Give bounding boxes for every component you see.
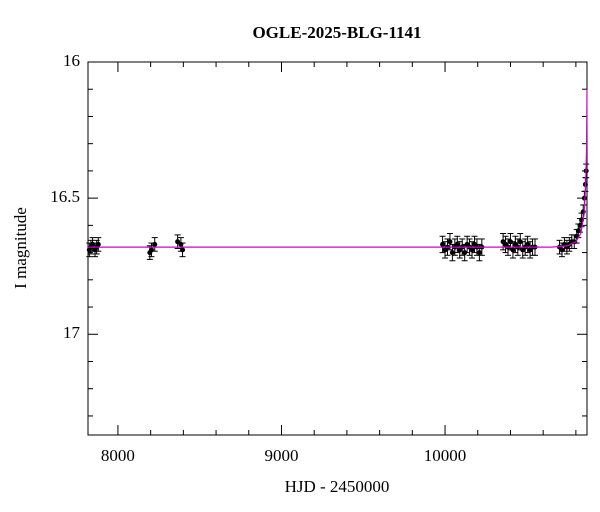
- y-tick-label: 16: [63, 51, 80, 70]
- x-tick-label: 10000: [424, 446, 467, 465]
- x-axis-label: HJD - 2450000: [285, 477, 390, 496]
- data-point: [525, 241, 531, 247]
- x-tick-label: 8000: [101, 446, 135, 465]
- data-point: [580, 209, 586, 215]
- chart-title: OGLE-2025-BLG-1141: [252, 23, 421, 42]
- data-point: [449, 250, 455, 256]
- data-point: [454, 241, 460, 247]
- y-axis-label: I magnitude: [11, 207, 30, 289]
- model-line: [88, 89, 588, 248]
- data-point: [152, 241, 158, 247]
- y-tick-label: 16.5: [50, 187, 80, 206]
- y-tick-label: 17: [63, 323, 81, 342]
- data-point: [469, 247, 475, 253]
- data-point: [180, 247, 186, 253]
- x-tick-label: 9000: [264, 446, 298, 465]
- data-point: [447, 239, 453, 245]
- data-point: [95, 241, 101, 247]
- data-point: [476, 250, 482, 256]
- data-point: [510, 247, 516, 253]
- data-point: [440, 241, 446, 247]
- data-point: [175, 239, 181, 245]
